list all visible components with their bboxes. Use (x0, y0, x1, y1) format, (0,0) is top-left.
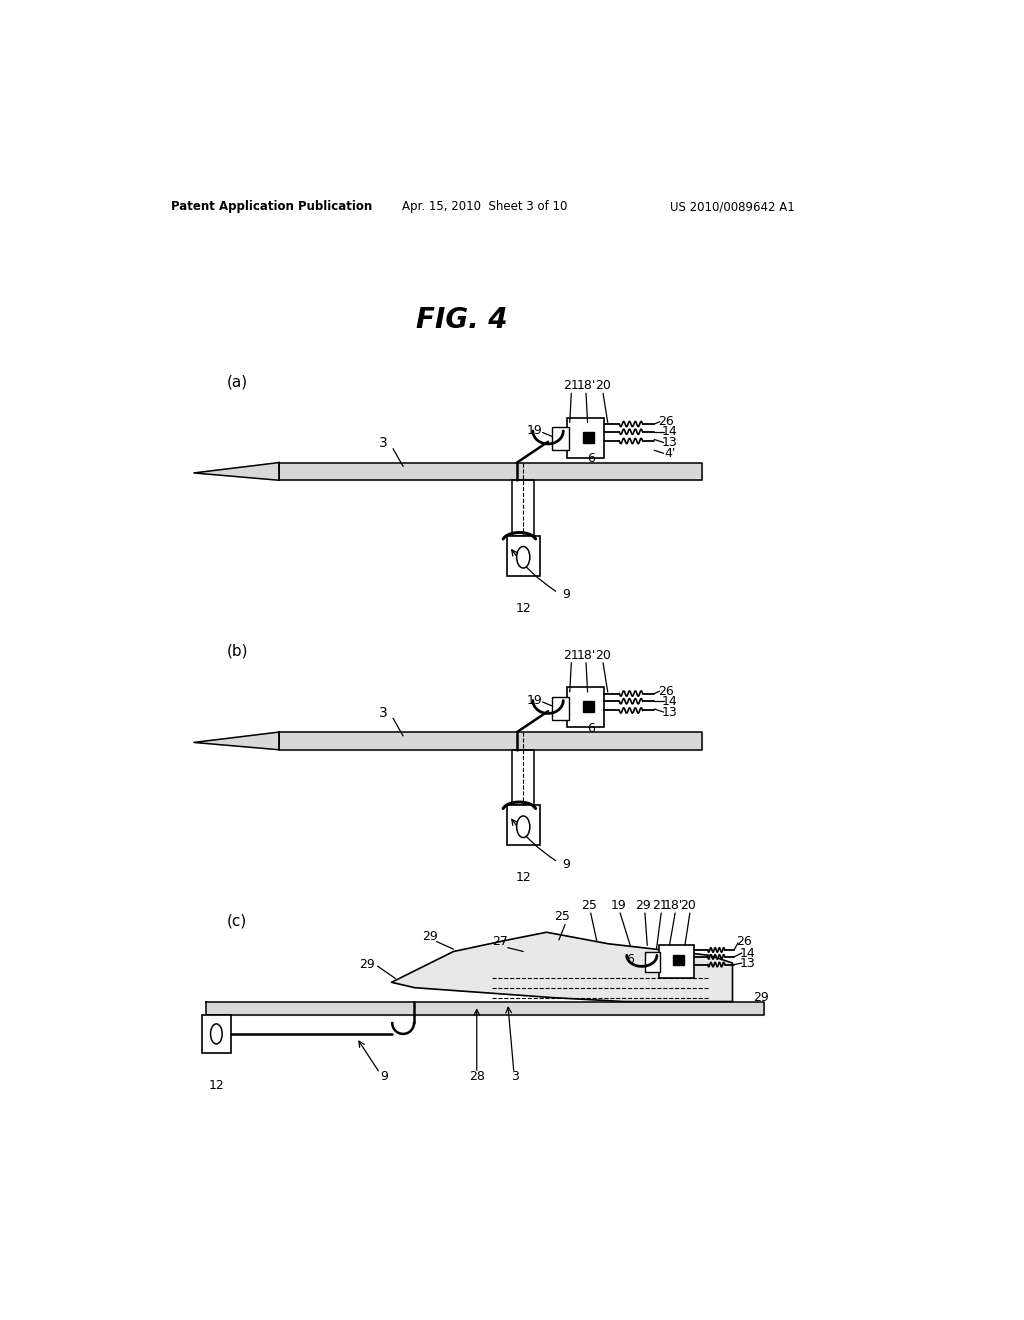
Text: Apr. 15, 2010  Sheet 3 of 10: Apr. 15, 2010 Sheet 3 of 10 (401, 201, 567, 214)
Text: 21: 21 (651, 899, 668, 912)
Polygon shape (673, 954, 684, 965)
Text: 26: 26 (658, 685, 674, 698)
Text: (c): (c) (227, 913, 248, 928)
Ellipse shape (211, 1024, 222, 1044)
Text: US 2010/0089642 A1: US 2010/0089642 A1 (670, 201, 795, 214)
Text: 25: 25 (582, 899, 597, 912)
Text: 18': 18' (577, 648, 596, 661)
Text: 19: 19 (527, 425, 543, 437)
Text: (b): (b) (227, 644, 249, 659)
Text: 3: 3 (512, 1069, 519, 1082)
Polygon shape (194, 462, 280, 480)
Text: 6: 6 (588, 722, 595, 735)
Bar (507, 536, 540, 576)
Text: FIG. 4: FIG. 4 (416, 306, 507, 334)
Text: 25: 25 (554, 911, 570, 924)
Text: 12: 12 (209, 1078, 224, 1092)
Bar (566, 418, 604, 458)
Bar (645, 952, 660, 972)
Text: 19: 19 (610, 899, 627, 912)
Text: 6: 6 (627, 953, 634, 966)
Text: 19: 19 (527, 694, 543, 708)
Polygon shape (280, 733, 701, 750)
Text: Patent Application Publication: Patent Application Publication (171, 201, 372, 214)
Polygon shape (280, 462, 701, 480)
Bar (202, 1015, 231, 1053)
Text: 21: 21 (563, 379, 580, 392)
Bar (566, 688, 604, 727)
Bar (552, 428, 569, 450)
Text: 18': 18' (577, 379, 596, 392)
Polygon shape (583, 432, 594, 442)
Text: 14: 14 (662, 694, 678, 708)
Text: 13: 13 (740, 957, 756, 970)
Text: 26: 26 (658, 416, 674, 428)
Text: 21: 21 (563, 648, 580, 661)
Polygon shape (391, 932, 732, 1002)
Bar (512, 750, 535, 805)
Polygon shape (583, 701, 594, 711)
Text: 27: 27 (493, 935, 508, 948)
Text: 29: 29 (754, 991, 769, 1005)
Polygon shape (194, 733, 280, 750)
Ellipse shape (517, 546, 529, 568)
Text: 12: 12 (515, 871, 531, 884)
Text: 18': 18' (664, 899, 683, 912)
Text: 14: 14 (740, 946, 756, 960)
Text: (a): (a) (227, 374, 249, 389)
Bar (658, 945, 693, 978)
Text: 9: 9 (562, 589, 570, 602)
Text: 13: 13 (662, 436, 678, 449)
Text: 26: 26 (736, 935, 752, 948)
Ellipse shape (517, 816, 529, 838)
Bar (512, 480, 535, 536)
Text: 20: 20 (680, 899, 696, 912)
Text: 13: 13 (662, 705, 678, 718)
Text: 9: 9 (380, 1069, 388, 1082)
Text: 29: 29 (358, 958, 375, 972)
Text: 20: 20 (595, 648, 611, 661)
Text: 29: 29 (636, 899, 651, 912)
Text: 14: 14 (662, 425, 678, 438)
Text: 4': 4' (664, 446, 676, 459)
Text: 29: 29 (422, 929, 438, 942)
Bar (507, 805, 540, 845)
Text: 28: 28 (469, 1069, 484, 1082)
Polygon shape (206, 1002, 764, 1015)
Text: 3: 3 (379, 437, 388, 450)
Text: 12: 12 (515, 602, 531, 615)
Bar (552, 697, 569, 719)
Text: 9: 9 (562, 858, 570, 871)
Text: 6: 6 (588, 453, 595, 465)
Text: 20: 20 (595, 379, 611, 392)
Text: 3: 3 (379, 706, 388, 719)
